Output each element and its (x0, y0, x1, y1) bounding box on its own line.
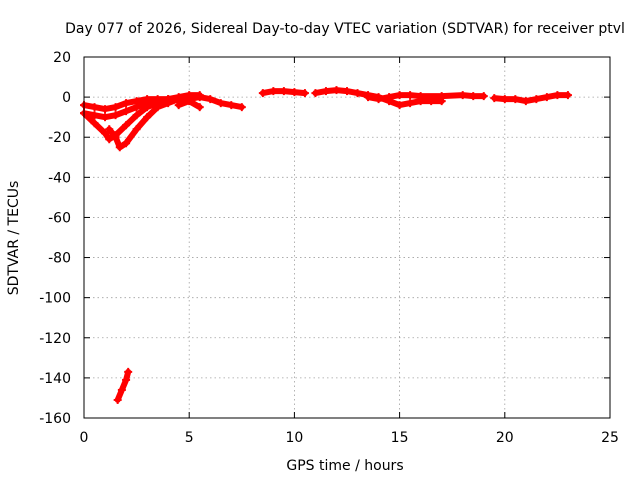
x-tick-label: 15 (391, 430, 409, 446)
data-point (374, 95, 383, 104)
data-point (300, 89, 309, 98)
data-point (101, 113, 110, 122)
y-axis-label: SDTVAR / TECUs (6, 181, 22, 296)
data-point (364, 93, 373, 102)
data-point (237, 103, 246, 112)
y-tick-label: -120 (39, 331, 71, 347)
data-point (105, 125, 114, 134)
data-point (521, 97, 530, 106)
x-tick-label: 20 (496, 430, 514, 446)
data-point (227, 101, 236, 110)
data-point (490, 94, 499, 103)
data-point (437, 92, 446, 101)
data-point (153, 103, 162, 112)
data-point (553, 91, 562, 100)
data-point (311, 89, 320, 98)
data-point (132, 125, 141, 134)
x-tick-label: 10 (285, 430, 303, 446)
grid (84, 57, 610, 418)
data-point (395, 101, 404, 110)
data-point (458, 91, 467, 100)
y-tick-label: -100 (39, 291, 71, 307)
plot-frame (83, 56, 611, 419)
data-series (80, 86, 572, 404)
data-point (279, 87, 288, 96)
x-tick-label: 0 (80, 430, 89, 446)
data-point (124, 367, 133, 376)
data-point (406, 99, 415, 108)
data-point (511, 95, 520, 104)
x-tick-label: 5 (185, 430, 194, 446)
data-point (258, 89, 267, 98)
data-point (416, 92, 425, 101)
data-point (101, 129, 110, 138)
data-point (122, 139, 131, 148)
data-point (122, 375, 131, 384)
series-track-9 (365, 92, 487, 103)
data-point (143, 103, 152, 112)
data-point (132, 111, 141, 120)
data-point (542, 93, 551, 102)
data-point (132, 103, 141, 112)
data-point (113, 395, 122, 404)
data-point (143, 113, 152, 122)
data-point (90, 119, 99, 128)
data-point (174, 101, 183, 110)
data-point (532, 95, 541, 104)
data-point (195, 91, 204, 100)
data-point (105, 135, 114, 144)
data-point (111, 133, 120, 142)
data-point (479, 92, 488, 101)
data-point (90, 103, 99, 112)
y-tick-label: -40 (48, 170, 71, 186)
data-point (111, 103, 120, 112)
data-point (90, 111, 99, 120)
y-tick-label: -160 (39, 411, 71, 427)
data-point (122, 107, 131, 116)
x-axis-label: GPS time / hours (286, 458, 403, 474)
y-tick-label: -80 (48, 251, 71, 267)
y-tick-label: 20 (53, 50, 71, 66)
data-point (563, 91, 572, 100)
data-point (406, 91, 415, 100)
data-point (216, 99, 225, 108)
y-tick-label: -20 (48, 130, 71, 146)
data-point (117, 385, 126, 394)
data-point (122, 121, 131, 130)
y-tick-label: 0 (62, 90, 71, 106)
series-track-4 (106, 94, 193, 151)
data-point (385, 93, 394, 102)
data-point (469, 92, 478, 101)
data-point (195, 103, 204, 112)
data-point (185, 97, 194, 106)
data-point (269, 87, 278, 96)
series-track-5 (114, 368, 132, 403)
data-point (290, 88, 299, 97)
axis-ticks: 0 5 10 15 20 25 20 0 -20 -40 -60 -80 -100 -120 -140 -16… (39, 50, 619, 446)
data-point (500, 95, 509, 104)
data-point (111, 111, 120, 120)
data-point (164, 99, 173, 108)
data-point (321, 87, 330, 96)
chart-title: Day 077 of 2026, Sidereal Day-to-day VTE… (65, 21, 625, 37)
data-point (101, 105, 110, 114)
data-point (206, 95, 215, 104)
y-tick-label: -140 (39, 371, 71, 387)
data-point (332, 86, 341, 95)
data-point (353, 89, 362, 98)
x-tick-label: 25 (601, 430, 619, 446)
data-point (122, 99, 131, 108)
data-point (343, 87, 351, 96)
data-point (395, 91, 404, 100)
data-point (115, 143, 124, 152)
y-tick-label: -60 (48, 210, 71, 226)
